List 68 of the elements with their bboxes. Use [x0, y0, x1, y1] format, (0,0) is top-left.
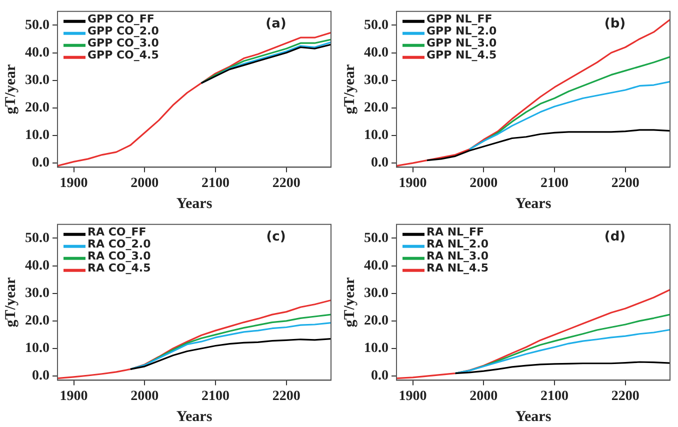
x-tick-label: 1900 [60, 389, 88, 404]
annotation: (d) [604, 229, 626, 244]
annotation: (c) [266, 229, 286, 244]
x-tick-label: 2200 [611, 389, 640, 404]
y-tick-label: 30.0 [364, 72, 388, 88]
y-tick-label: 50.0 [364, 230, 388, 246]
y-tick-label: 20.0 [25, 314, 50, 329]
legend-label: RA NL_4.5 [426, 261, 489, 274]
legend-label: RA NL_3.0 [426, 249, 489, 262]
y-tick-label: 40.0 [364, 258, 388, 274]
annotation: (b) [604, 16, 626, 32]
y-axis-title: gT/year [2, 276, 19, 328]
legend-label: RA CO_3.0 [88, 249, 152, 262]
y-axis-title: gT/year [342, 276, 358, 328]
x-tick-label: 2000 [470, 389, 498, 404]
legend-label: GPP CO_FF [88, 12, 154, 26]
legend-label: GPP NL_FF [426, 12, 492, 26]
y-tick-label: 0.0 [32, 368, 50, 384]
y-tick-label: 0.0 [371, 156, 388, 171]
x-tick-label: 2100 [202, 389, 230, 404]
y-tick-label: 10.0 [25, 128, 50, 144]
x-tick-label: 2200 [272, 176, 300, 192]
y-tick-label: 20.0 [364, 314, 388, 329]
y-axis-title: gT/year [342, 64, 358, 114]
x-tick-label: 2200 [272, 389, 300, 404]
y-tick-label: 50.0 [25, 18, 50, 33]
legend-label: GPP NL_3.0 [426, 36, 498, 50]
x-tick-label: 1900 [398, 176, 427, 192]
y-tick-label: 10.0 [364, 341, 388, 356]
legend-label: RA CO_2.0 [88, 237, 152, 250]
x-axis-title: Years [515, 408, 552, 425]
y-tick-label: 20.0 [25, 100, 50, 116]
legend-label: RA CO_4.5 [88, 261, 151, 274]
y-tick-label: 0.0 [371, 368, 388, 384]
y-tick-label: 40.0 [364, 45, 388, 60]
annotation: (a) [266, 16, 286, 32]
x-tick-label: 2000 [130, 389, 159, 404]
legend-label: GPP CO_4.5 [88, 48, 159, 62]
x-tick-label: 1900 [60, 176, 88, 192]
y-tick-label: 20.0 [364, 100, 388, 116]
y-tick-label: 30.0 [25, 286, 50, 301]
y-tick-label: 10.0 [364, 128, 388, 144]
x-tick-label: 2000 [130, 176, 159, 192]
x-tick-label: 2100 [540, 389, 569, 404]
legend-label: RA NL_2.0 [426, 237, 489, 250]
x-tick-label: 2000 [470, 176, 498, 192]
y-tick-label: 30.0 [25, 72, 50, 88]
legend-label: RA NL_FF [426, 225, 484, 238]
y-tick-label: 40.0 [25, 45, 50, 60]
x-tick-label: 2100 [202, 176, 230, 192]
y-tick-label: 50.0 [25, 230, 50, 246]
y-tick-label: 10.0 [25, 341, 50, 356]
x-tick-label: 1900 [398, 389, 427, 404]
y-tick-label: 50.0 [364, 18, 388, 33]
y-tick-label: 30.0 [364, 286, 388, 301]
x-tick-label: 2200 [611, 176, 640, 192]
y-tick-label: 40.0 [25, 258, 50, 274]
legend-label: GPP CO_3.0 [88, 36, 160, 50]
x-axis-title: Years [515, 196, 552, 212]
legend-label: GPP CO_2.0 [88, 24, 160, 38]
legend-label: RA CO_FF [88, 225, 146, 238]
x-axis-title: Years [176, 408, 212, 425]
legend-label: GPP NL_2.0 [426, 24, 498, 38]
y-tick-label: 0.0 [32, 156, 50, 171]
y-axis-title: gT/year [2, 64, 19, 114]
x-tick-label: 2100 [540, 176, 569, 192]
x-axis-title: Years [176, 196, 212, 212]
legend-label: GPP NL_4.5 [426, 48, 497, 62]
